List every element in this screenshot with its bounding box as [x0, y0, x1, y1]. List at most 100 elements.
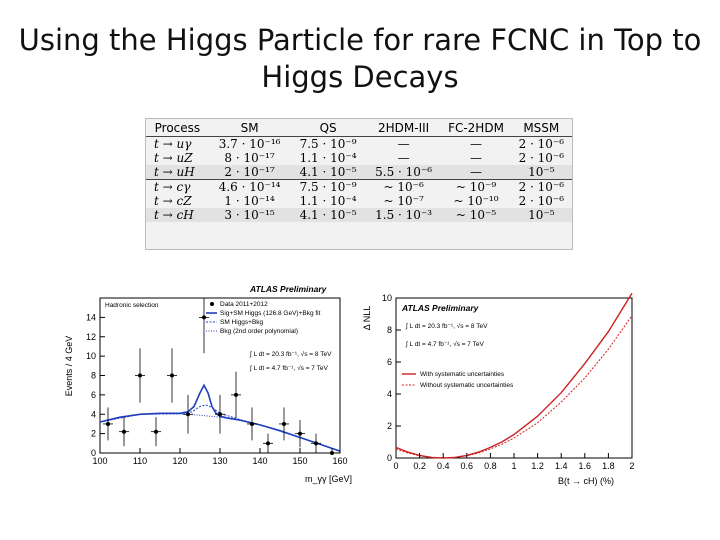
data-point	[298, 431, 302, 436]
x-tick-label: 0.4	[437, 461, 450, 471]
cell: t → uγ	[154, 137, 192, 151]
cell: 4.1 · 10⁻⁵	[290, 165, 366, 180]
cell: ~ 10⁻⁷	[383, 194, 424, 208]
plot1-data-points	[103, 298, 337, 455]
nll-curve-with-syst	[395, 292, 633, 459]
x-tick-label: 1.8	[602, 461, 615, 471]
legend-data: Data 2011+2012	[220, 301, 268, 308]
cell: t → cγ	[146, 179, 209, 194]
plot2-x-ticks: 0 0.2 0.4 0.6 0.8 1 1.2 1.4 1.6 1.8 2	[393, 453, 635, 471]
plot1-lumi-7tev: ∫ L dt = 4.7 fb⁻¹, √s = 7 TeV	[249, 364, 328, 372]
cell: 7.5 · 10⁻⁹	[290, 179, 366, 194]
cell: 10⁻⁵	[510, 208, 572, 222]
cell: 1 · 10⁻¹⁴	[224, 194, 275, 208]
plot1-xlabel: m_γγ [GeV]	[305, 474, 352, 484]
y-tick-label: 10	[382, 293, 392, 303]
x-tick-label: 130	[212, 456, 227, 466]
plot1-y-ticks: 0 2 4 6 8 10 12 14	[86, 312, 105, 458]
y-tick-label: 6	[91, 390, 96, 400]
title-line-2: Higgs Decays	[261, 60, 459, 94]
plot1-title: ATLAS Preliminary	[249, 284, 328, 294]
cell: —	[470, 151, 482, 165]
col-header-sm: SM	[208, 119, 291, 137]
slide-title: Using the Higgs Particle for rare FCNC i…	[0, 22, 720, 96]
plot2-y-ticks: 0 2 4 6 8 10	[382, 293, 401, 463]
col-header-mssm: MSSM	[510, 119, 572, 137]
x-tick-label: 1.4	[555, 461, 568, 471]
table-header-row: Process SM QS 2HDM-III FC-2HDM MSSM	[146, 119, 572, 137]
x-tick-label: 2	[629, 461, 634, 471]
data-point	[330, 451, 334, 455]
plot2-lumi-8tev: ∫ L dt = 20.3 fb⁻¹, √s = 8 TeV	[405, 322, 488, 330]
cell: 4.1 · 10⁻⁵	[290, 208, 366, 222]
cell: t → uH	[146, 165, 209, 180]
x-tick-label: 0.8	[484, 461, 497, 471]
y-tick-label: 2	[387, 421, 392, 431]
plot2-ylabel: Δ NLL	[362, 306, 372, 331]
data-point	[234, 392, 238, 397]
x-tick-label: 1.6	[579, 461, 592, 471]
mass-spectrum-plot: 100 110 120 130 140 150 160 0 2 4 6 8 10 12 14 ATLAS …	[60, 278, 360, 488]
data-point	[186, 412, 190, 417]
nll-svg: 0 0.2 0.4 0.6 0.8 1 1.2 1.4 1.6 1.8 2 0 2 4 6 8 10 ATLA…	[362, 292, 635, 486]
cell: 7.5 · 10⁻⁹	[299, 137, 357, 151]
cell: 2 · 10⁻⁶	[518, 137, 565, 151]
cell: 2 · 10⁻⁶	[510, 179, 572, 194]
cell: 2 · 10⁻⁶	[518, 194, 565, 208]
data-point	[266, 441, 270, 446]
cell: 8 · 10⁻¹⁷	[224, 151, 275, 165]
cell: 5.5 · 10⁻⁶	[365, 165, 442, 180]
data-point	[170, 373, 174, 378]
data-point	[138, 373, 142, 378]
col-header-qs: QS	[290, 119, 366, 137]
legend-bkg: Bkg (2nd order polynomial)	[220, 328, 298, 335]
legend-sig: Sig+SM Higgs (126.8 GeV)+Bkg fit	[220, 310, 321, 317]
cell: —	[441, 165, 511, 180]
plot1-lumi-8tev: ∫ L dt = 20.3 fb⁻¹, √s = 8 TeV	[249, 350, 332, 358]
y-tick-label: 10	[86, 351, 96, 361]
x-tick-label: 110	[133, 456, 147, 466]
data-point	[282, 421, 286, 426]
mass-spectrum-svg: 100 110 120 130 140 150 160 0 2 4 6 8 10 12 14 ATLAS …	[64, 284, 352, 484]
data-point	[154, 429, 158, 434]
cell: 1.1 · 10⁻⁴	[299, 194, 357, 208]
cell: ~ 10⁻¹⁰	[453, 194, 499, 208]
y-tick-label: 8	[91, 371, 96, 381]
x-tick-label: 0.2	[413, 461, 426, 471]
cell: 3.7 · 10⁻¹⁶	[218, 137, 281, 151]
data-point	[202, 315, 206, 320]
table-row: t → cγ 4.6 · 10⁻¹⁴ 7.5 · 10⁻⁹ ~ 10⁻⁶ ~ 1…	[146, 179, 572, 194]
plot2-lumi-7tev: ∫ L dt = 4.7 fb⁻¹, √s = 7 TeV	[405, 340, 484, 348]
table-row: t → uZ 8 · 10⁻¹⁷ 1.1 · 10⁻⁴ — — 2 · 10⁻⁶	[146, 151, 572, 165]
y-tick-label: 4	[91, 409, 96, 419]
plot1-x-ticks: 100 110 120 130 140 150 160	[92, 448, 348, 466]
x-tick-label: 120	[172, 456, 187, 466]
title-line-1: Using the Higgs Particle for rare FCNC i…	[18, 23, 702, 57]
x-tick-label: 1.2	[531, 461, 544, 471]
cell: t → uZ	[154, 151, 193, 165]
cell: t → cH	[146, 208, 209, 222]
cell: ~ 10⁻⁵	[441, 208, 511, 222]
x-tick-label: 1	[511, 461, 516, 471]
cell: 2 · 10⁻¹⁷	[208, 165, 291, 180]
data-point	[106, 421, 110, 426]
cell: 4.6 · 10⁻¹⁴	[208, 179, 291, 194]
cell: 2 · 10⁻⁶	[518, 151, 565, 165]
fit-curve-sm	[99, 404, 341, 452]
cell: 3 · 10⁻¹⁵	[208, 208, 291, 222]
col-header-fc-2hdm: FC-2HDM	[441, 119, 511, 137]
legend-with-syst: With systematic uncertainties	[420, 371, 505, 378]
plot1-ylabel: Events / 4 GeV	[64, 336, 74, 397]
data-point	[122, 429, 126, 434]
cell: 1.1 · 10⁻⁴	[299, 151, 357, 165]
table-row: t → cH 3 · 10⁻¹⁵ 4.1 · 10⁻⁵ 1.5 · 10⁻³ ~…	[146, 208, 572, 222]
table-row: t → uH 2 · 10⁻¹⁷ 4.1 · 10⁻⁵ 5.5 · 10⁻⁶ —…	[146, 165, 572, 180]
data-point	[314, 441, 318, 446]
y-tick-label: 0	[91, 448, 96, 458]
nll-plot: 0 0.2 0.4 0.6 0.8 1 1.2 1.4 1.6 1.8 2 0 2 4 6 8 10 ATLA…	[358, 278, 658, 488]
cell: —	[397, 137, 410, 151]
y-tick-label: 14	[86, 312, 96, 322]
x-tick-label: 100	[92, 456, 107, 466]
col-header-2hdm-iii: 2HDM-III	[365, 119, 442, 137]
cell: ~ 10⁻⁶	[365, 179, 442, 194]
